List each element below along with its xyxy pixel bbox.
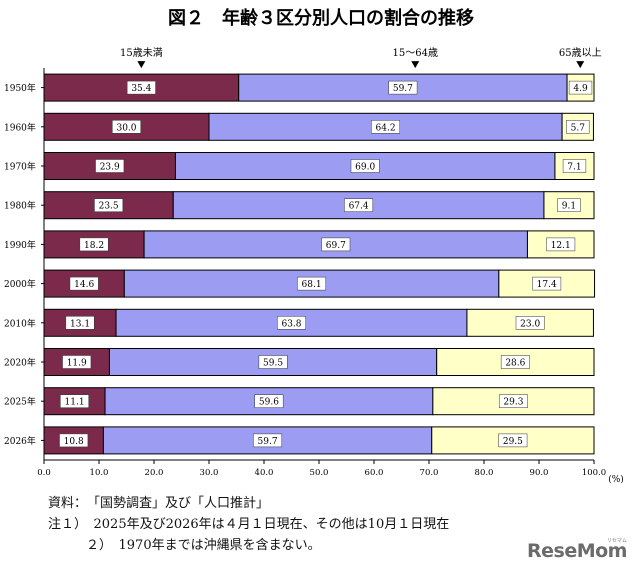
data-label-box — [388, 80, 418, 95]
data-label-box — [95, 159, 125, 173]
data-label-box — [258, 355, 288, 369]
legend-label: 65歳以上 — [559, 47, 602, 59]
x-tick-label: 60.0 — [365, 468, 384, 478]
stacked-bar-chart: 図２ 年齢３区分別人口の割合の推移 0.0 10.0 20.0 30.0 40.0 50.… — [4, 7, 624, 485]
note-2: ２） 1970年までは沖縄県を含まない。 — [86, 538, 321, 553]
resemom-logo: ReseMom — [527, 540, 627, 562]
category-label: 1960年 — [4, 121, 36, 133]
x-tick-label: 50.0 — [310, 468, 329, 478]
data-label: 29.5 — [503, 437, 523, 447]
legend-label: 15～64歳 — [393, 47, 438, 59]
legend-marker — [411, 61, 420, 69]
data-label-box — [126, 80, 156, 95]
note-1: 注１） 2025年及び2026年は４月１日現在、その他は10月１日現在 — [48, 517, 450, 532]
data-label: 23.0 — [520, 319, 540, 329]
data-label: 69.0 — [355, 163, 375, 173]
data-label: 14.6 — [74, 280, 94, 290]
x-tick-label: 70.0 — [420, 468, 439, 478]
data-label: 69.7 — [326, 241, 346, 251]
data-label-box — [112, 120, 141, 134]
data-label: 35.4 — [131, 84, 151, 94]
data-label-box — [344, 198, 374, 212]
x-tick-label: 0.0 — [37, 468, 51, 478]
legend-marker — [137, 61, 146, 69]
data-label: 30.0 — [116, 123, 136, 133]
data-label-box — [60, 394, 89, 408]
data-label-box — [62, 355, 92, 369]
bar-segment — [43, 112, 210, 141]
data-label-box — [65, 316, 95, 330]
data-label-box — [562, 159, 587, 173]
data-label-box — [371, 120, 401, 134]
data-label-box — [94, 198, 124, 212]
data-label-box — [321, 237, 351, 252]
data-label: 59.7 — [258, 437, 278, 447]
data-label: 18.2 — [84, 241, 104, 251]
category-label: 1950年 — [4, 82, 36, 94]
data-label: 67.4 — [349, 202, 369, 212]
x-tick-label: 30.0 — [200, 468, 219, 478]
category-label: 2020年 — [4, 357, 36, 369]
data-label: 10.8 — [64, 437, 84, 447]
data-label: 63.8 — [281, 319, 301, 329]
source-note: 資料： 「国勢調査」及び「人口推計」 — [48, 496, 270, 511]
data-label: 28.6 — [505, 359, 525, 369]
data-label: 9.1 — [562, 202, 576, 212]
category-label: 2025年 — [4, 396, 36, 408]
data-label-box — [253, 433, 283, 448]
data-label-box — [532, 276, 562, 291]
data-label: 17.4 — [537, 280, 557, 290]
data-label: 23.9 — [100, 163, 120, 173]
x-tick-label: 100.0 — [582, 468, 606, 478]
data-label: 5.7 — [571, 123, 586, 133]
data-label-box — [350, 159, 380, 173]
data-label: 12.1 — [551, 241, 571, 251]
data-label-box — [557, 198, 581, 212]
data-label: 23.5 — [99, 202, 119, 212]
data-label-box — [568, 80, 593, 95]
data-label: 59.5 — [263, 359, 283, 369]
category-label: 2026年 — [4, 435, 36, 447]
resemom-logo-sub: リセマム — [607, 538, 628, 544]
data-label-box — [79, 237, 109, 252]
x-tick-label: 20.0 — [145, 468, 164, 478]
x-unit-label: (%) — [608, 474, 624, 485]
x-tick-label: 90.0 — [530, 468, 549, 478]
x-tick-label: 10.0 — [90, 468, 109, 478]
legend-label: 15歳未満 — [120, 47, 163, 59]
category-label: 1980年 — [4, 200, 36, 212]
data-label: 59.6 — [259, 398, 279, 408]
data-label: 13.1 — [70, 319, 90, 329]
data-label-box — [254, 394, 284, 408]
data-label-box — [69, 276, 99, 291]
data-label-box — [498, 394, 528, 408]
category-label: 1990年 — [4, 239, 36, 251]
data-label-box — [498, 433, 528, 448]
data-label: 59.7 — [393, 84, 413, 94]
data-label: 29.3 — [503, 398, 523, 408]
data-label-box — [566, 120, 590, 134]
data-label-box — [515, 316, 545, 330]
data-label: 11.9 — [67, 359, 87, 369]
x-tick-label: 80.0 — [475, 468, 494, 478]
category-label: 1970年 — [4, 161, 36, 173]
category-label: 2010年 — [4, 317, 36, 329]
data-label-box — [297, 276, 327, 291]
data-label: 7.1 — [567, 163, 581, 173]
plot-area: 0.0 10.0 20.0 30.0 40.0 50.0 60.0 70.0 80.0 90.0 1… — [4, 47, 624, 485]
category-label: 2000年 — [4, 278, 36, 290]
data-label: 11.1 — [65, 398, 85, 408]
x-tick-label: 40.0 — [255, 468, 274, 478]
data-label: 64.2 — [376, 123, 396, 133]
data-label: 4.9 — [573, 84, 588, 94]
data-label: 68.1 — [302, 280, 322, 290]
data-label-box — [59, 433, 89, 448]
chart-title: 図２ 年齢３区分別人口の割合の推移 — [168, 7, 474, 29]
data-label-box — [277, 316, 306, 330]
data-label-box — [500, 355, 530, 369]
data-label-box — [546, 237, 576, 252]
legend-marker — [576, 61, 585, 69]
